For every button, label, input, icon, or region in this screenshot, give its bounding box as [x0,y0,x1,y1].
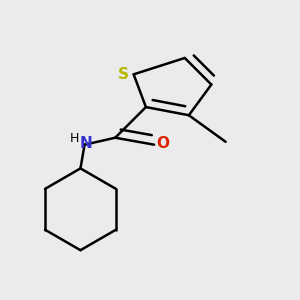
Text: S: S [118,67,129,82]
Text: H: H [70,132,80,145]
Text: O: O [157,136,169,152]
Text: N: N [80,136,93,151]
